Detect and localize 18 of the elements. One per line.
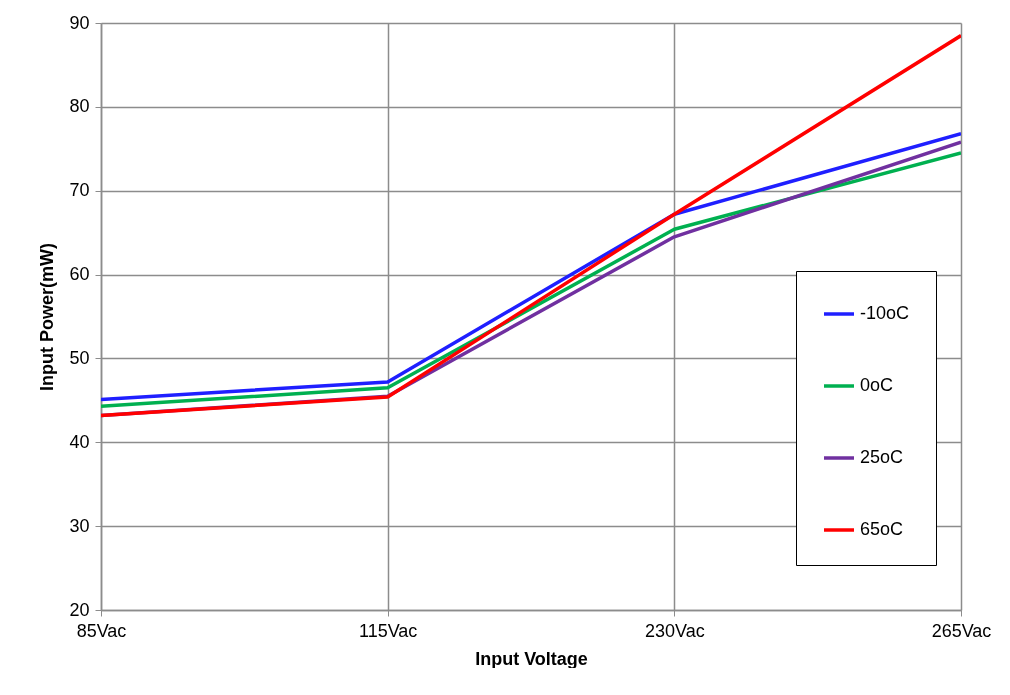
x-axis-title: Input Voltage [475, 648, 588, 669]
y-tick-label: 40 [69, 431, 90, 452]
x-tick-label: 115Vac [358, 620, 418, 641]
y-tick-label: 20 [69, 599, 90, 620]
x-tick-label: 265Vac [931, 620, 992, 641]
y-tick-label: 80 [69, 96, 90, 117]
legend-label: 25oC [860, 447, 904, 467]
y-tick-label: 90 [69, 12, 90, 33]
y-tick-label: 70 [69, 180, 90, 201]
x-tick-label: 85Vac [76, 620, 127, 641]
legend-label: -10oC [860, 303, 910, 323]
y-tick-label: 30 [69, 515, 90, 536]
y-tick-label: 50 [69, 347, 90, 368]
y-axis-title: Input Power(mW) [37, 243, 58, 391]
y-tick-label: 60 [69, 264, 90, 285]
legend-label: 0oC [860, 375, 894, 395]
x-tick-label: 230Vac [644, 620, 705, 641]
legend-label: 65oC [860, 519, 904, 539]
